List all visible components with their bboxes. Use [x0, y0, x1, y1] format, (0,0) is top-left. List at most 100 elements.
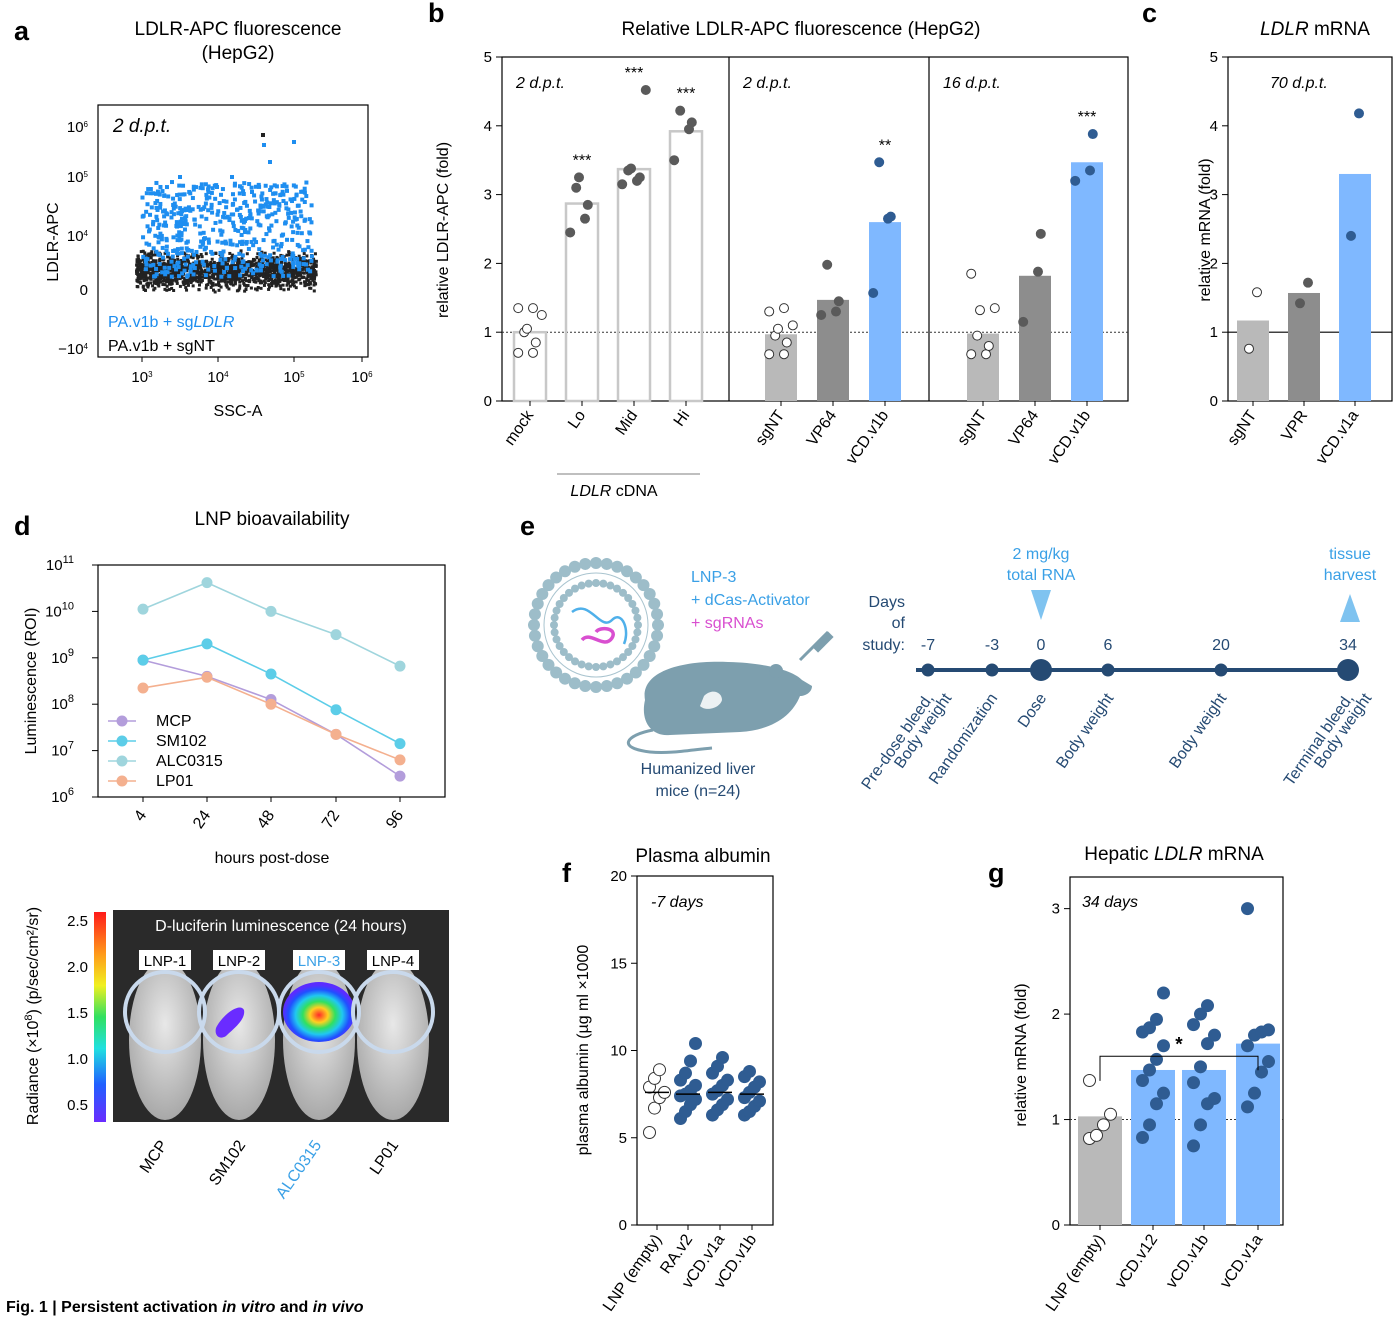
flow-dot-sgnt: [218, 264, 222, 268]
days-label-line1: Days: [869, 594, 905, 611]
flow-dot-sgldlr: [278, 265, 283, 270]
flow-dot-sgldlr: [249, 185, 254, 190]
flow-dot-sgnt: [240, 275, 244, 279]
lnp-lipid-inner: [559, 594, 568, 603]
flow-dot-sgnt: [144, 273, 148, 277]
flow-dot-sgnt: [240, 256, 244, 260]
panel-g-sig-bracket: [1099, 1055, 1259, 1081]
flow-dot-sgldlr: [292, 196, 297, 201]
panel-g-point: [1194, 1007, 1207, 1021]
panel-g-point: [1187, 1018, 1200, 1032]
flow-dot-sgnt: [261, 133, 265, 137]
panel-b-point: [1085, 165, 1095, 176]
flow-dot-sgldlr: [274, 200, 279, 205]
flow-dot-sgldlr: [151, 262, 156, 267]
flow-dot-sgnt: [158, 264, 162, 268]
flow-dot-sgldlr: [155, 207, 160, 212]
flow-x-tick-base: 10: [351, 369, 368, 386]
flow-dot-sgnt: [142, 263, 146, 267]
timeline-day-label: -7: [921, 637, 935, 654]
flow-dot-sgnt: [186, 283, 190, 287]
panel-g-point: [1097, 1118, 1110, 1132]
flow-dot-sgldlr: [274, 184, 279, 189]
flow-dot-sgldlr: [227, 274, 232, 279]
flow-dot-sgnt: [189, 280, 193, 284]
flow-dot-sgldlr: [304, 194, 309, 199]
flow-dot-sgldlr: [245, 263, 250, 268]
flow-dot-sgnt: [312, 289, 316, 293]
dose-label-line2: total RNA: [1007, 567, 1076, 584]
panel-g-point: [1201, 1037, 1214, 1051]
flow-dot-sgnt: [234, 278, 238, 282]
flow-dot-sgnt: [288, 280, 292, 284]
panel-d-series-point: [330, 629, 342, 641]
lnp-lipid-head: [590, 681, 602, 693]
flow-dot-sgldlr: [210, 251, 215, 256]
flow-dot-sgnt: [269, 277, 273, 281]
flow-dot-sgnt: [175, 281, 179, 285]
panel-g-point: [1262, 1055, 1275, 1069]
flow-dot-sgnt: [252, 280, 256, 284]
flow-dot-sgnt: [198, 276, 202, 280]
flow-dot-sgnt: [233, 280, 237, 284]
flow-dot-sgnt: [302, 252, 306, 256]
panel-d-ytick-exp: 6: [68, 786, 74, 798]
flow-dot-sgnt: [312, 264, 316, 268]
flow-dot-sgldlr: [179, 212, 184, 217]
flow-dot-sgldlr: [291, 219, 296, 224]
timeline-event-label: Dose: [1015, 690, 1050, 730]
panel-d-legend-label: SM102: [156, 733, 207, 750]
flow-dot-sgnt: [199, 280, 203, 284]
flow-dot-sgldlr: [163, 220, 168, 225]
flow-dot-sgnt: [201, 270, 205, 274]
panel-d-series-point: [394, 770, 406, 782]
panel-b-point: [1033, 266, 1043, 277]
flow-dot-sgnt: [180, 266, 184, 270]
flow-dot-sgnt: [161, 283, 165, 287]
lnp-lipid-inner: [565, 653, 574, 662]
flow-x-tick-base: 10: [207, 369, 224, 386]
flow-dot-sgldlr: [191, 272, 196, 277]
panel-d-xtick-label: 72: [319, 807, 343, 831]
flow-dot-sgnt: [158, 257, 162, 261]
flow-dot-sgnt: [237, 271, 241, 275]
flow-dot-sgnt: [223, 280, 227, 284]
panel-b-xtick-label: Mid: [613, 408, 642, 439]
flow-dot-sgnt: [198, 283, 202, 287]
flow-dot-sgnt: [268, 267, 272, 271]
flow-dot-sgldlr: [179, 237, 184, 242]
flow-dot-sgldlr: [292, 215, 297, 220]
panel-f-point: [716, 1050, 729, 1064]
flow-dot-sgldlr: [206, 237, 211, 242]
lnp-lipid-head: [629, 666, 642, 679]
flow-dot-sgnt: [309, 261, 313, 265]
flow-dot-sgnt: [136, 254, 140, 258]
flow-dot-sgldlr: [163, 270, 168, 275]
flow-dot-sgnt: [159, 280, 163, 284]
flow-dot-sgnt: [238, 280, 242, 284]
flow-dot-sgldlr: [306, 245, 311, 250]
lnp-lipid-inner: [624, 647, 633, 656]
flow-dot-sgnt: [294, 280, 298, 284]
flow-dot-sgldlr: [140, 195, 145, 200]
flow-dot-sgnt: [201, 275, 205, 279]
flow-dot-sgldlr: [191, 184, 196, 189]
flow-dot-sgnt: [158, 274, 162, 278]
flow-dot-sgnt: [286, 281, 290, 285]
flow-dot-sgnt: [142, 274, 146, 278]
flow-dot-sgnt: [163, 262, 167, 266]
panel-c-bar: [1288, 292, 1320, 401]
flow-dot-sgnt: [292, 284, 296, 288]
panel-d-series-point: [330, 728, 342, 740]
flow-dot-sgnt: [241, 273, 245, 277]
panel-f-ytick-label: 20: [610, 868, 627, 885]
flow-y-tick-base: 0: [80, 282, 88, 299]
panel-c-bar: [1237, 320, 1269, 401]
panel-b-point: [513, 303, 524, 314]
panel-d-series-line: [142, 581, 401, 667]
flow-y-tick-exp: 4: [84, 229, 89, 238]
flow-dot-sgnt: [263, 258, 267, 262]
flow-dot-sgnt: [279, 278, 283, 282]
panel-b-point: [966, 349, 977, 360]
flow-dot-sgldlr: [211, 227, 216, 232]
